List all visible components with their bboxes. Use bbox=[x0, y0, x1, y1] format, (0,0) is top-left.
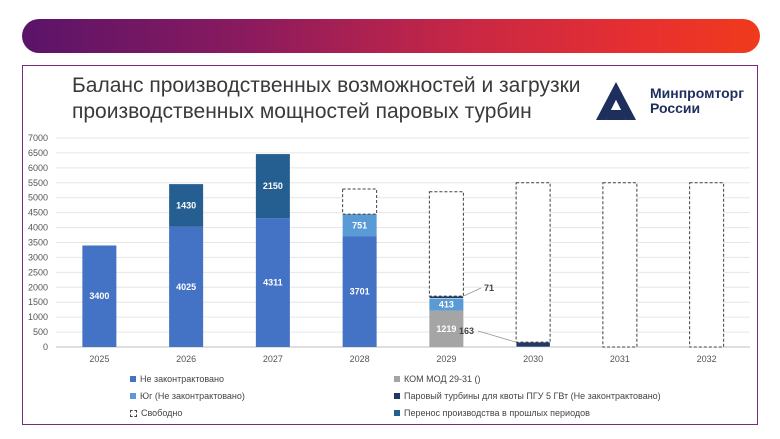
annotation-label: 71 bbox=[484, 283, 494, 293]
data-label: 751 bbox=[352, 220, 367, 230]
bar-segment-free bbox=[428, 191, 464, 297]
legend-swatch bbox=[130, 409, 137, 417]
legend-swatch bbox=[394, 376, 400, 382]
legend-swatch bbox=[394, 393, 400, 399]
legend-label: Паровый турбины для квоты ПГУ 5 ГВт (Не … bbox=[404, 391, 661, 401]
bar-segment-free bbox=[602, 182, 638, 348]
y-tick-label: 5500 bbox=[28, 178, 48, 188]
y-tick-label: 500 bbox=[33, 327, 48, 337]
y-tick-label: 3000 bbox=[28, 252, 48, 262]
x-tick-label: 2026 bbox=[176, 354, 196, 364]
y-tick-label: 6500 bbox=[28, 148, 48, 158]
minpromtorg-logo-icon bbox=[596, 82, 636, 120]
y-tick-label: 4500 bbox=[28, 208, 48, 218]
bar-segment-south bbox=[429, 298, 464, 311]
annotation-leader bbox=[463, 287, 482, 297]
x-tick-label: 2029 bbox=[436, 354, 456, 364]
data-label: 4311 bbox=[263, 278, 283, 288]
legend-label: Юг (Не законтрактовано) bbox=[140, 391, 245, 401]
x-tick-label: 2027 bbox=[263, 354, 283, 364]
bar-segment-free bbox=[515, 182, 551, 343]
legend-item-south: Юг (Не законтрактовано) bbox=[130, 391, 245, 401]
legend-label: КОМ МОД 29-31 () bbox=[404, 374, 481, 384]
bar-segment-free bbox=[689, 182, 725, 348]
legend-item-transfer: Перенос производства в прошлых периодов bbox=[394, 408, 590, 418]
bar-segment-transfer bbox=[169, 184, 204, 227]
x-tick-label: 2030 bbox=[523, 354, 543, 364]
annotation-leader bbox=[477, 330, 517, 343]
x-tick-label: 2025 bbox=[89, 354, 109, 364]
annotation-label: 163 bbox=[459, 326, 474, 336]
legend-swatch bbox=[394, 410, 400, 416]
y-tick-label: 2500 bbox=[28, 267, 48, 277]
bar-segment-not_contracted bbox=[255, 218, 290, 347]
legend-item-kom_mod: КОМ МОД 29-31 () bbox=[394, 374, 481, 384]
y-tick-label: 6000 bbox=[28, 163, 48, 173]
y-tick-label: 4000 bbox=[28, 223, 48, 233]
y-tick-label: 7000 bbox=[28, 133, 48, 143]
legend-item-free: Свободно bbox=[130, 408, 182, 418]
logo-line-2: России bbox=[650, 100, 701, 116]
data-label: 1430 bbox=[176, 200, 196, 210]
y-tick-label: 1500 bbox=[28, 297, 48, 307]
slide-frame bbox=[22, 65, 758, 425]
bar-segment-kom_mod bbox=[429, 310, 464, 347]
x-tick-label: 2028 bbox=[350, 354, 370, 364]
data-label: 2150 bbox=[263, 181, 283, 191]
data-label: 4025 bbox=[176, 282, 196, 292]
logo-line-1: Минпромторг bbox=[650, 85, 745, 101]
bar-segment-not_contracted bbox=[342, 236, 377, 347]
header-gradient-bar bbox=[22, 19, 760, 53]
legend-item-not_contracted: Не законтрактовано bbox=[130, 374, 224, 384]
y-tick-label: 5000 bbox=[28, 193, 48, 203]
bar-segment-free bbox=[342, 188, 378, 215]
data-label: 3400 bbox=[89, 291, 109, 301]
legend-label: Перенос производства в прошлых периодов bbox=[404, 408, 590, 418]
data-label: 413 bbox=[439, 299, 454, 309]
y-tick-label: 2000 bbox=[28, 282, 48, 292]
y-tick-label: 1000 bbox=[28, 312, 48, 322]
legend-swatch bbox=[130, 376, 136, 382]
legend-swatch bbox=[130, 393, 136, 399]
x-tick-label: 2032 bbox=[697, 354, 717, 364]
legend-label: Не законтрактовано bbox=[140, 374, 225, 384]
y-tick-label: 3500 bbox=[28, 238, 48, 248]
legend-item-steam_pgu: Паровый турбины для квоты ПГУ 5 ГВт (Не … bbox=[394, 391, 661, 401]
legend-label: Свободно bbox=[141, 408, 183, 418]
slide-title: Баланс производственных возможностей и з… bbox=[72, 74, 581, 123]
bar-segment-transfer bbox=[255, 154, 290, 219]
logo-text: Минпромторг России bbox=[650, 86, 744, 116]
data-label: 3701 bbox=[350, 287, 370, 297]
x-tick-label: 2031 bbox=[610, 354, 630, 364]
y-tick-label: 0 bbox=[43, 342, 48, 352]
data-label: 1219 bbox=[436, 324, 456, 334]
bar-segment-not_contracted bbox=[82, 245, 117, 347]
bar-segment-steam_pgu bbox=[515, 341, 551, 348]
bar-segment-south bbox=[342, 214, 377, 237]
bar-segment-not_contracted bbox=[169, 226, 204, 347]
